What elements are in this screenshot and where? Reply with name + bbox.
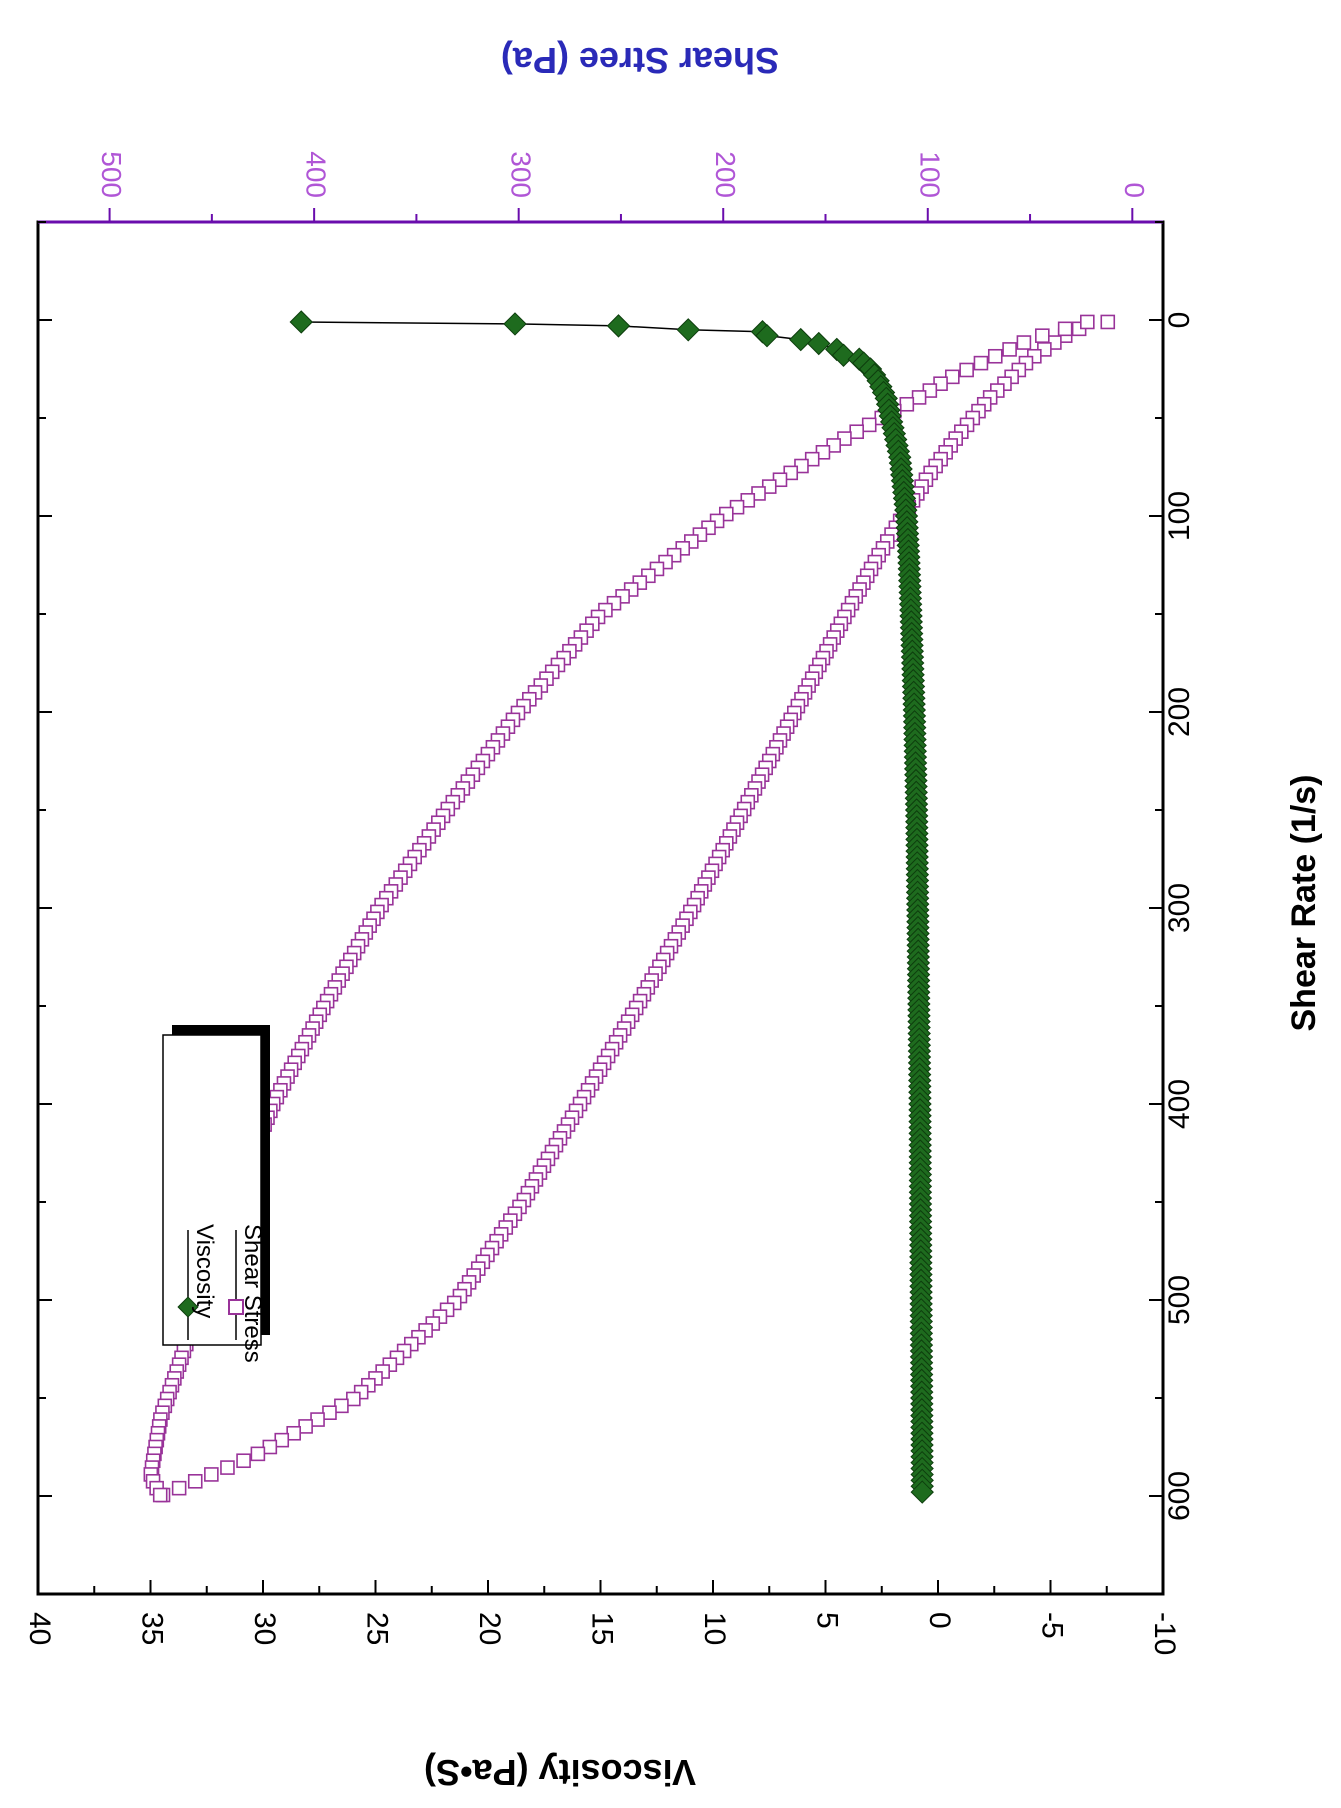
shear-stress-point <box>274 1432 290 1448</box>
viscosity-point <box>606 314 631 338</box>
right-axis-ticks: 0 100 200 300 400 500 <box>38 151 1163 224</box>
legend-label-shear-stress: Shear Stress <box>239 1224 266 1363</box>
right-axis-tick-label: 0 <box>1119 182 1150 198</box>
viscosity-point <box>807 331 831 356</box>
shear-stress-point <box>171 1480 187 1496</box>
right-axis-tick-label: 500 <box>96 151 127 198</box>
legend-marker-viscosity <box>177 1296 199 1318</box>
shear-stress-point <box>187 1474 203 1489</box>
plot-area: 0 100 200 300 400 500 -10 -5 0 5 10 15 20 25 30 35 40 0… <box>23 151 1196 1655</box>
viscosity-line <box>301 321 923 1497</box>
left-axis-tick-label: 35 <box>136 1612 169 1645</box>
x-axis-label: Shear Rate (1/s) <box>1285 775 1323 1032</box>
series-viscosity <box>289 310 934 1504</box>
legend-entry-viscosity: Viscosity <box>177 1224 218 1340</box>
legend-marker-shear-stress <box>228 1299 244 1315</box>
left-axis-tick-label: 10 <box>698 1612 731 1645</box>
shear-stress-point <box>346 1391 361 1407</box>
shear-stress-point <box>298 1419 313 1434</box>
plot-frame <box>36 220 1165 1596</box>
shear-stress-point <box>1057 321 1073 337</box>
shear-stress-point <box>861 417 877 433</box>
left-axis-tick-label: -5 <box>1036 1612 1069 1639</box>
left-axis-tick-label: 0 <box>923 1612 956 1629</box>
bottom-axis-tick-label: 100 <box>1163 491 1196 541</box>
shear-stress-point <box>1080 314 1095 330</box>
shear-stress-point <box>973 355 989 371</box>
bottom-axis-tick-label: 500 <box>1163 1275 1196 1325</box>
viscosity-point <box>503 312 527 336</box>
shear-stress-point <box>1002 342 1017 357</box>
shear-stress-point <box>236 1453 251 1469</box>
left-axis-tick-label: 25 <box>361 1612 394 1645</box>
shear-stress-point <box>987 348 1003 364</box>
viscosity-point <box>831 343 856 367</box>
shear-stress-point <box>849 424 864 440</box>
right-y-axis-label: Shear Stree (Pa) <box>501 40 779 81</box>
shear-stress-point <box>899 396 915 412</box>
bottom-axis-tick-label: 200 <box>1163 687 1196 737</box>
shear-stress-point <box>1035 328 1050 343</box>
viscosity-point <box>789 327 813 352</box>
left-axis-tick-label: 5 <box>811 1612 844 1629</box>
shear-stress-point <box>1016 335 1032 350</box>
right-axis-tick-label: 400 <box>301 151 332 198</box>
right-axis-tick-label: 200 <box>710 151 741 198</box>
shear-stress-point <box>204 1467 219 1482</box>
right-axis-tick-label: 300 <box>505 151 536 198</box>
left-axis-tick-label: 20 <box>473 1612 506 1645</box>
legend-entry-shear-stress: Shear Stress <box>228 1224 266 1363</box>
shear-stress-point <box>334 1398 349 1414</box>
shear-stress-point <box>262 1439 278 1455</box>
shear-stress-point <box>250 1446 266 1462</box>
shear-stress-point <box>220 1460 235 1475</box>
shear-stress-point <box>911 390 927 405</box>
viscosity-point <box>676 318 700 342</box>
legend-label-viscosity: Viscosity <box>191 1224 218 1318</box>
shear-stress-point <box>959 362 974 378</box>
bottom-axis-tick-label: 300 <box>1163 883 1196 933</box>
left-axis-tick-label: 15 <box>586 1612 619 1645</box>
bottom-axis-tick-label: 400 <box>1163 1079 1196 1129</box>
viscosity-point <box>289 310 313 334</box>
series-layer <box>143 310 1116 1504</box>
bottom-axis-tick-label: 600 <box>1163 1471 1196 1521</box>
right-axis-tick-label: 100 <box>914 151 945 198</box>
bottom-axis-tick-label: 0 <box>1163 312 1196 329</box>
shear-stress-point <box>310 1412 325 1427</box>
left-axis-ticks: -10 -5 0 5 10 15 20 25 30 35 40 <box>23 1580 1181 1655</box>
left-axis-tick-label: 40 <box>23 1612 56 1645</box>
shear-stress-point <box>1100 314 1116 330</box>
legend: Viscosity Shear Stress <box>162 1025 270 1363</box>
left-axis-tick-label: -10 <box>1148 1612 1181 1655</box>
y-axis-label: Viscosity (Pa•S) <box>424 1752 696 1793</box>
shear-stress-point <box>152 1487 168 1503</box>
shear-stress-point <box>322 1405 337 1420</box>
series-shear-stress <box>143 314 1116 1503</box>
legend-box <box>162 1034 262 1346</box>
bottom-axis-ticks: 0 100 200 300 400 500 600 <box>38 221 1196 1595</box>
viscosity-point <box>910 1480 934 1504</box>
left-axis-tick-label: 30 <box>248 1612 281 1645</box>
shear-stress-point <box>286 1425 301 1441</box>
viscosity-point <box>755 323 779 348</box>
